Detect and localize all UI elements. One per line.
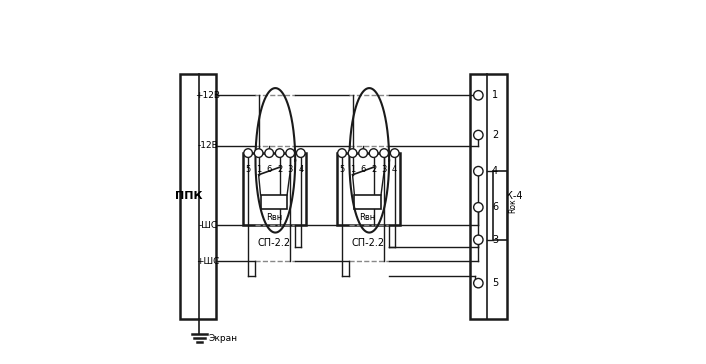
- Bar: [470, 74, 506, 319]
- Text: Экран: Экран: [208, 333, 238, 343]
- Circle shape: [380, 149, 388, 158]
- Text: 6: 6: [360, 165, 366, 174]
- Text: 5: 5: [340, 165, 345, 174]
- Circle shape: [297, 149, 305, 158]
- Text: 5: 5: [492, 278, 498, 288]
- Bar: [493, 171, 507, 240]
- Text: 4: 4: [492, 166, 498, 176]
- Circle shape: [275, 149, 284, 158]
- Circle shape: [369, 149, 378, 158]
- Bar: [243, 153, 306, 225]
- Text: 5: 5: [246, 165, 251, 174]
- Text: 4: 4: [298, 165, 304, 174]
- Bar: [261, 195, 287, 209]
- Bar: [354, 195, 381, 209]
- Text: 2: 2: [371, 165, 376, 174]
- Circle shape: [254, 149, 263, 158]
- Circle shape: [474, 91, 483, 100]
- Circle shape: [474, 203, 483, 212]
- Text: 6: 6: [492, 202, 498, 212]
- Circle shape: [286, 149, 294, 158]
- Circle shape: [390, 149, 399, 158]
- Text: 1: 1: [350, 165, 355, 174]
- Text: СП-2.2: СП-2.2: [258, 238, 291, 248]
- Text: Rвн: Rвн: [359, 213, 376, 222]
- Circle shape: [474, 166, 483, 176]
- Text: Rвн: Rвн: [265, 213, 282, 222]
- Circle shape: [359, 149, 367, 158]
- Circle shape: [474, 278, 483, 288]
- Text: УК-4: УК-4: [501, 191, 523, 201]
- Text: 1: 1: [492, 90, 498, 100]
- Circle shape: [337, 149, 347, 158]
- Text: 1: 1: [256, 165, 261, 174]
- Bar: [337, 153, 400, 225]
- Circle shape: [474, 235, 483, 245]
- Text: 3: 3: [287, 165, 293, 174]
- Text: 4: 4: [392, 165, 397, 174]
- Text: +12В: +12В: [196, 91, 220, 100]
- Text: +ШС: +ШС: [196, 257, 220, 266]
- Text: Rок: Rок: [508, 198, 517, 213]
- Text: 3: 3: [492, 235, 498, 245]
- Text: 2: 2: [277, 165, 282, 174]
- Bar: [179, 74, 216, 319]
- Text: 3: 3: [381, 165, 387, 174]
- Circle shape: [474, 130, 483, 140]
- Text: -12В: -12В: [198, 141, 218, 150]
- Circle shape: [244, 149, 253, 158]
- Text: 2: 2: [492, 130, 498, 140]
- Text: -ШС: -ШС: [198, 221, 217, 230]
- Circle shape: [348, 149, 357, 158]
- Text: СП-2.2: СП-2.2: [352, 238, 385, 248]
- Text: 6: 6: [266, 165, 272, 174]
- Circle shape: [265, 149, 273, 158]
- Text: ППК: ППК: [175, 191, 203, 201]
